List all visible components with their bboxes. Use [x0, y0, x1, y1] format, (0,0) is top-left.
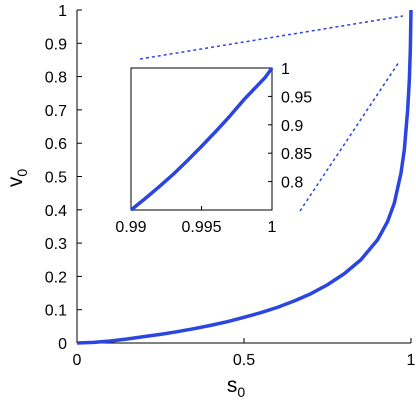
main-y-tick-label: 0.8 — [45, 70, 67, 87]
main-y-tick-label: 0.6 — [45, 136, 67, 153]
x-axis-label: s0 — [227, 374, 246, 400]
main-y-tick-label: 0.2 — [45, 269, 67, 286]
main-series-line — [76, 9, 413, 345]
inset-x-tick-label: 1 — [268, 219, 277, 236]
main-y-tick-label: 0.9 — [45, 36, 67, 53]
main-x-tick-label: 0.5 — [233, 352, 255, 369]
inset-y-tick-label: 0.95 — [281, 89, 312, 106]
inset-ticks — [130, 67, 273, 210]
main-tick-labels: 0 0.5 1 0 0.1 0.2 0.3 0.4 0.5 0.6 0.7 0.8 0.9 1 — [45, 3, 416, 369]
main-y-tick-label: 1 — [58, 3, 67, 20]
main-y-tick-label: 0.4 — [45, 203, 67, 220]
inset-y-tick-label: 0.9 — [281, 118, 303, 135]
inset-series-line — [129, 66, 274, 212]
inset-x-tick-label: 0.995 — [181, 219, 221, 236]
inset-y-tick-label: 1 — [281, 61, 290, 78]
inset-y-tick-label: 0.85 — [281, 146, 312, 163]
main-x-tick-label: 0 — [73, 352, 82, 369]
y-axis-label: v0 — [4, 169, 30, 188]
main-y-tick-label: 0 — [58, 336, 67, 353]
inset-connector-top — [139, 15, 404, 60]
inset-x-tick-label: 0.99 — [115, 219, 146, 236]
inset-connector-bottom — [299, 61, 400, 212]
main-y-tick-label: 0.5 — [45, 170, 67, 187]
main-y-tick-label: 0.7 — [45, 103, 67, 120]
inset-tick-labels: 0.99 0.995 1 0.8 0.85 0.9 0.95 1 — [115, 61, 312, 236]
main-y-tick-label: 0.3 — [45, 236, 67, 253]
inset-frame — [130, 67, 273, 211]
main-x-tick-label: 1 — [407, 352, 416, 369]
main-y-tick-label: 0.1 — [45, 303, 67, 320]
inset-y-tick-label: 0.8 — [281, 175, 303, 192]
